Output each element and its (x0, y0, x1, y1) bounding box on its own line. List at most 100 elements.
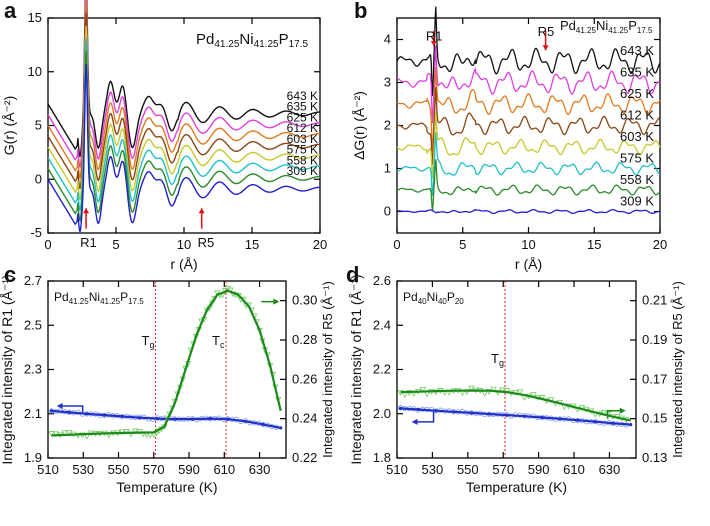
data-point (120, 414, 124, 418)
y2-tick-label: 0.24 (292, 411, 317, 426)
series-R5-fit (400, 389, 631, 422)
x-axis-label: Temperature (K) (466, 479, 567, 495)
x-tick-label: 0 (44, 237, 51, 252)
series-line (396, 66, 661, 152)
y-tick-label: 2.2 (373, 362, 391, 377)
series-label: 603 K (287, 132, 318, 146)
series-line (396, 111, 661, 179)
right-axis-arrowhead (619, 407, 626, 414)
left-axis-arrowhead (411, 418, 418, 425)
series-line (396, 87, 661, 165)
data-point (419, 386, 426, 393)
series-R5-fit (51, 289, 282, 437)
series-label: 612 K (620, 108, 654, 123)
data-point (576, 418, 580, 422)
series-line (396, 6, 661, 96)
y2-tick-label: 0.28 (292, 332, 317, 347)
series-line (47, 64, 320, 233)
panel-b-letter: b (354, 0, 367, 23)
series-line (47, 12, 320, 190)
y2-tick-label: 0.13 (642, 450, 667, 465)
y-tick-label: 1.9 (24, 450, 42, 465)
y-tick-label: 2.4 (373, 317, 391, 332)
annotation-arrowhead (198, 208, 205, 214)
x-tick-label: 630 (599, 462, 621, 477)
data-point (138, 416, 142, 420)
series-label: 635 K (620, 65, 654, 80)
series-label: 309 K (287, 164, 318, 178)
x-tick-label: 630 (249, 462, 271, 477)
x-tick-label: 530 (422, 462, 444, 477)
left-axis-arrow (417, 411, 435, 423)
data-point (452, 410, 456, 414)
y-tick-label: 1 (384, 161, 391, 176)
series-line (396, 132, 661, 196)
left-axis-arrow (62, 405, 84, 413)
y2-tick-label: 0.15 (642, 411, 667, 426)
annotation-arrowhead (542, 45, 549, 51)
data-point (398, 406, 403, 410)
data-point (593, 420, 597, 424)
data-point (85, 412, 89, 416)
series-label: 643 K (620, 43, 654, 58)
y2-tick-label: 0.19 (642, 332, 667, 347)
x-tick-label: 590 (178, 462, 200, 477)
x-tick-label: 510 (37, 462, 59, 477)
x-axis-label: Temperature (K) (116, 479, 217, 495)
x-axis-label: r (Å) (515, 256, 542, 272)
x-axis-label: r (Å) (170, 256, 197, 272)
x-tick-label: 530 (72, 462, 94, 477)
data-point (499, 387, 506, 394)
y2-axis-label: Integrated intensity of R5 (Å⁻¹) (670, 281, 685, 458)
data-point (629, 423, 633, 427)
data-point (65, 429, 73, 436)
series-line (47, 0, 320, 179)
y-tick-label: 4 (384, 32, 391, 47)
data-point (468, 385, 475, 392)
series-label: 575 K (620, 151, 654, 166)
data-point (469, 411, 473, 415)
x-tick-label: 550 (457, 462, 479, 477)
x-tick-label: 590 (528, 462, 550, 477)
y-tick-label: 15 (28, 10, 42, 25)
x-tick-label: 610 (213, 462, 235, 477)
data-point (224, 285, 232, 292)
y-tick-label: 2.0 (373, 406, 391, 421)
data-point (434, 409, 438, 413)
y-tick-label: 2.1 (24, 406, 42, 421)
data-point (522, 414, 527, 418)
x-tick-label: 5 (112, 237, 119, 252)
panel-d-letter: d (346, 262, 359, 287)
x-tick-label: 20 (653, 237, 667, 252)
data-point (505, 413, 509, 417)
x-tick-label: 10 (177, 237, 191, 252)
x-tick-label: 20 (313, 237, 327, 252)
panel-d: d 510 530 550 570 590 610 630 1.8 2.0 2.2 2.4 2.6 Tem… (346, 262, 685, 495)
data-point (261, 422, 265, 426)
data-point (67, 410, 71, 414)
y-tick-label: 2.6 (373, 273, 391, 288)
x-tick-label: 15 (587, 237, 601, 252)
y-tick-label: 0 (384, 204, 391, 219)
data-point (61, 430, 68, 437)
series-line (47, 38, 320, 211)
y-tick-label: 0 (35, 171, 42, 186)
y-tick-label: 10 (28, 64, 42, 79)
data-point (578, 404, 586, 411)
annotation-label: R1 (80, 235, 97, 250)
series-label: 625 K (620, 86, 654, 101)
series-label: 575 K (287, 143, 318, 157)
data-point (490, 386, 497, 393)
data-point (401, 392, 409, 399)
data-point (538, 394, 546, 401)
series-label: 643 K (287, 89, 318, 103)
panel-b: b 0 5 10 15 20 0 1 2 3 4 r (Å) ΔG(r) (Å⁻²) Pd41.25Ni4… (351, 0, 667, 272)
composition-label: Pd41.25Ni41.25P17.5 (196, 31, 309, 50)
data-point (226, 417, 230, 421)
data-point (416, 407, 420, 412)
y2-tick-label: 0.26 (292, 371, 317, 386)
y-tick-label: 5 (35, 118, 42, 133)
x-tick-label: 570 (492, 462, 514, 477)
